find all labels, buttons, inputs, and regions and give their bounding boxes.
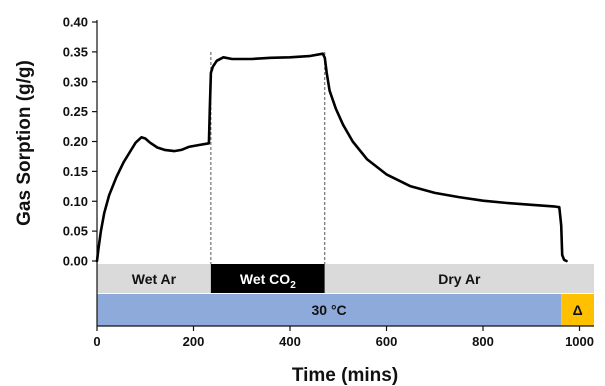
condition-bands: Wet Ar Wet CO2 Dry Ar 30 °C Δ <box>97 264 594 326</box>
atmosphere-band-label: Dry Ar <box>438 271 481 287</box>
y-tick-label: 0.30 <box>63 74 88 89</box>
x-axis-title: Time (mins) <box>292 365 398 386</box>
y-tick-label: 0.15 <box>63 164 88 179</box>
temperature-band-label: 30 °C <box>312 302 347 318</box>
atmosphere-band <box>324 264 594 293</box>
y-tick-label: 0.05 <box>63 224 88 239</box>
x-ticks: 0 200 400 600 800 1000 <box>93 326 594 349</box>
temperature-band-label: Δ <box>573 302 583 318</box>
y-ticks: 0.00 0.05 0.10 0.15 0.20 0.25 0.30 0.35 0.40 <box>63 15 97 269</box>
y-tick-label: 0.10 <box>63 194 88 209</box>
y-tick-label: 0.35 <box>63 44 88 59</box>
transition-lines <box>210 52 326 264</box>
y-tick-label: 0.25 <box>63 104 88 119</box>
y-axis-title: Gas Sorption (g/g) <box>14 60 35 226</box>
atmosphere-band-label: Wet Ar <box>132 271 177 287</box>
y-tick-label: 0.00 <box>63 254 88 269</box>
axes <box>96 20 594 327</box>
atmosphere-band <box>97 264 211 293</box>
sorption-curve <box>95 52 568 263</box>
atmosphere-band <box>210 264 325 293</box>
x-tick-label: 400 <box>279 334 301 349</box>
x-tick-label: 800 <box>472 334 494 349</box>
y-tick-label: 0.40 <box>63 15 88 30</box>
plot-area <box>95 52 568 263</box>
temperature-band <box>561 294 594 326</box>
x-tick-label: 0 <box>93 334 100 349</box>
x-tick-label: 600 <box>376 334 398 349</box>
y-tick-label: 0.20 <box>63 134 88 149</box>
temperature-band <box>97 294 562 326</box>
atmosphere-band-label: Wet CO2 <box>240 271 296 291</box>
x-tick-label: 1000 <box>565 334 594 349</box>
x-tick-label: 200 <box>183 334 205 349</box>
